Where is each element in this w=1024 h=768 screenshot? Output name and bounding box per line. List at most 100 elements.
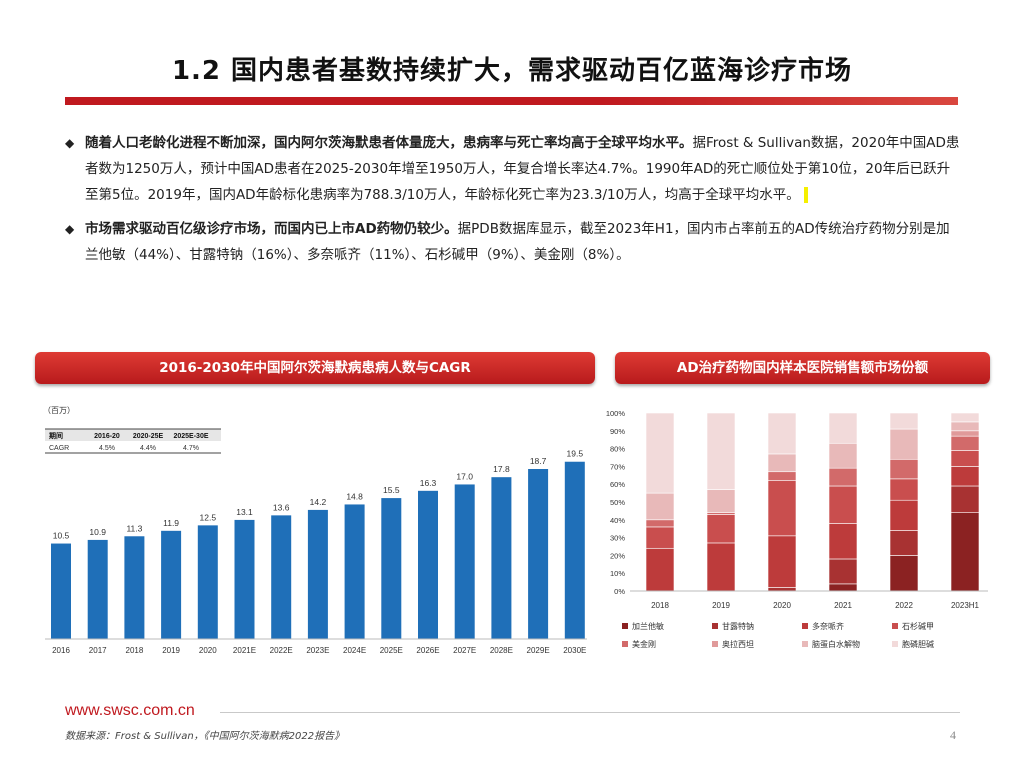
stacked-segment [645, 492, 675, 521]
stacked-segment [645, 412, 675, 494]
bar [307, 509, 328, 639]
stacked-segment [706, 514, 736, 544]
stacked-segment [767, 412, 797, 455]
y-tick-label: 100% [606, 409, 626, 418]
data-label: 13.1 [236, 507, 253, 517]
bullet-1-text: 据Frost & Sullivan数据，2020年中国AD患者数为1250万人，… [85, 135, 960, 203]
bullet-2-text: 据PDB数据库显示，截至2023年H1，国内市占率前五的AD传统治疗药物分别是加… [85, 221, 950, 263]
legend-label: 脑蛋白水解物 [812, 639, 860, 649]
data-label: 11.9 [163, 518, 179, 528]
bar [418, 490, 438, 639]
cagr-table-header-cell: 2025E-30E [173, 433, 208, 440]
x-tick-label: 2022 [895, 601, 913, 610]
bullet-1-lead: 随着人口老龄化进程不断加深，国内阿尔茨海默患者体量庞大，患病率与死亡率均高于全球… [85, 135, 693, 151]
market-share-stacked-chart: 0%10%20%30%40%50%60%70%80%90%100% 2018 20… [606, 409, 988, 649]
cagr-table-header-cell: 2020-25E [133, 433, 164, 440]
data-label: 15.5 [383, 485, 400, 495]
stacked-segment [767, 535, 797, 588]
stacked-segment [889, 530, 919, 556]
data-label: 14.2 [310, 497, 327, 507]
x-tick-label: 2018 [126, 646, 144, 655]
cagr-table: 期间 2016-20 2020-25E 2025E-30E CAGR 4.5% 4.4% 4.… [45, 428, 221, 454]
stacked-segment [950, 485, 980, 513]
bar [271, 515, 292, 639]
stacked-segment [767, 480, 797, 537]
data-label: 12.5 [200, 512, 217, 522]
text-cursor-highlight [804, 187, 809, 203]
data-label: 18.7 [530, 456, 547, 466]
bar [124, 536, 145, 639]
page-number: 4 [950, 728, 956, 742]
stacked-segment [950, 450, 980, 467]
x-tick-label: 2021 [834, 601, 852, 610]
stacked-segment [950, 430, 980, 437]
stacked-segment [889, 555, 919, 592]
legend-swatch [712, 623, 718, 629]
data-label: 19.5 [567, 449, 584, 459]
x-axis-labels: 2018 2019 2020 2021 2022 2023H1 [651, 601, 979, 610]
footer-url[interactable]: www.swsc.com.cn [65, 702, 195, 719]
stacked-segment [706, 542, 736, 592]
legend-swatch [892, 641, 898, 647]
stacked-segment [828, 442, 858, 469]
x-tick-label: 2025E [380, 646, 403, 655]
bar [234, 519, 255, 639]
diamond-bullet-icon: ◆ [65, 222, 75, 236]
legend-swatch [622, 623, 628, 629]
diamond-bullet-icon: ◆ [65, 136, 75, 150]
x-axis-labels: 2016 2017 2018 2019 2020 2021E 2022E 2023E 2024E… [52, 646, 586, 655]
bar [51, 543, 71, 639]
bullet-item-1: ◆ 随着人口老龄化进程不断加深，国内阿尔茨海默患者体量庞大，患病率与死亡率均高于… [65, 130, 960, 208]
y-tick-label: 0% [614, 587, 625, 596]
data-label: 17.8 [493, 464, 510, 474]
bullet-item-2: ◆ 市场需求驱动百亿级诊疗市场，而国内已上市AD药物仍较少。据PDB数据库显示，… [65, 216, 960, 268]
data-label: 10.9 [89, 527, 106, 537]
x-tick-label: 2028E [490, 646, 513, 655]
footer-divider [220, 712, 960, 713]
x-tick-label: 2016 [52, 646, 70, 655]
legend-swatch [802, 623, 808, 629]
page-title: 1.2 国内患者基数持续扩大，需求驱动百亿蓝海诊疗市场 [171, 56, 853, 86]
stacked-segment [950, 512, 980, 592]
cagr-table-cell: 4.7% [183, 445, 199, 452]
x-tick-label: 2027E [453, 646, 476, 655]
legend-label: 美金刚 [632, 639, 656, 649]
footer-source: 数据来源：Frost & Sullivan，《中国阿尔茨海默病2022报告》 [65, 731, 345, 742]
data-label: 17.0 [456, 471, 473, 481]
cagr-table-header-bg [45, 429, 221, 441]
y-tick-label: 80% [610, 445, 625, 454]
data-label: 11.3 [126, 523, 142, 533]
stacked-segment [889, 428, 919, 460]
y-tick-label: 60% [610, 480, 625, 489]
y-tick-label: 70% [610, 462, 625, 471]
stacked-segment [950, 421, 980, 432]
title-underline-bar [65, 97, 958, 105]
y-axis-ticks: 0% 10% 20% 30% 40% 50% 60% 70% 80% 90% 100% [606, 409, 626, 596]
bar-series: 10.5 10.9 11.3 11.9 12.5 13.1 13.6 14.2 14.8 15.5… [51, 449, 585, 639]
stacked-bars [645, 412, 980, 592]
stacked-segment [706, 412, 736, 490]
legend-label: 石杉碱甲 [902, 621, 934, 631]
legend-label: 奥拉西坦 [722, 639, 754, 649]
x-tick-label: 2023E [306, 646, 329, 655]
x-tick-label: 2029E [527, 646, 550, 655]
cagr-table-cell: 4.5% [99, 445, 115, 452]
patients-bar-chart: （百万） 期间 2016-20 2020-25E 2025E-30E CAGR 4.5% 4… [43, 406, 587, 655]
x-tick-label: 2030E [563, 646, 586, 655]
stacked-segment [889, 478, 919, 501]
stacked-segment [950, 466, 980, 487]
x-tick-label: 2021E [233, 646, 256, 655]
cagr-table-header-cell: 期间 [49, 431, 63, 440]
cagr-table-cell: CAGR [49, 445, 69, 452]
data-label: 13.6 [273, 502, 290, 512]
bar [87, 539, 108, 639]
cagr-table-header-cell: 2016-20 [94, 433, 120, 440]
x-tick-label: 2018 [651, 601, 669, 610]
x-tick-label: 2019 [162, 646, 180, 655]
stacked-segment [950, 412, 980, 423]
legend-label: 甘露特钠 [722, 621, 754, 631]
stacked-segment [828, 523, 858, 560]
x-tick-label: 2020 [773, 601, 791, 610]
bar [344, 504, 365, 639]
